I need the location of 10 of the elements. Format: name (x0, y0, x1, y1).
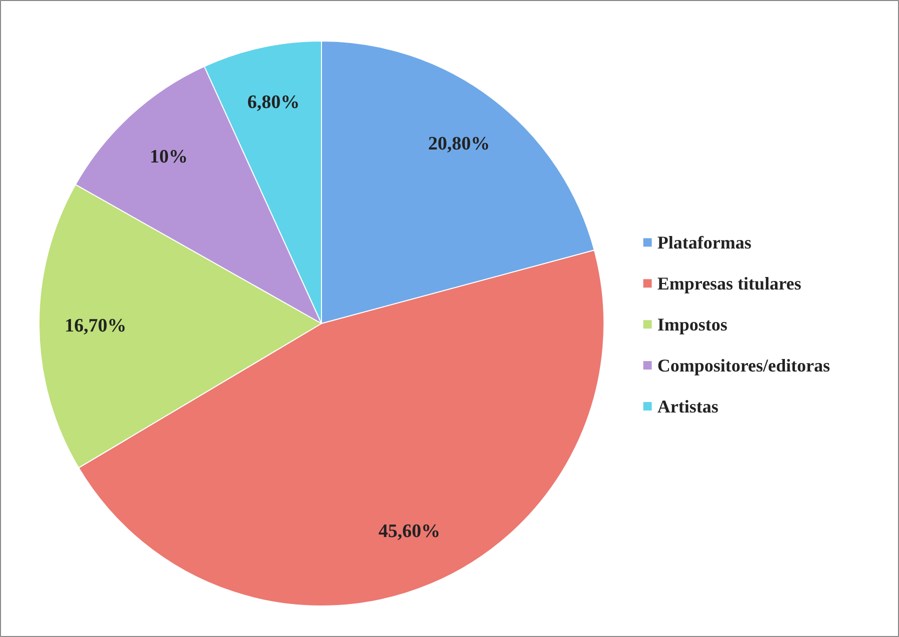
legend-label: Plataformas (657, 232, 752, 252)
data-label: 6,80% (247, 92, 300, 114)
legend-label: Artistas (657, 396, 718, 416)
data-label: 20,80% (428, 134, 490, 155)
data-label: 45,60% (378, 521, 440, 542)
legend-label: Empresas titulares (657, 273, 802, 294)
data-label: 10% (150, 146, 188, 168)
legend-label: Compositores/editoras (657, 355, 830, 376)
legend-label: Impostos (657, 314, 728, 334)
data-label: 16,70% (64, 315, 126, 336)
